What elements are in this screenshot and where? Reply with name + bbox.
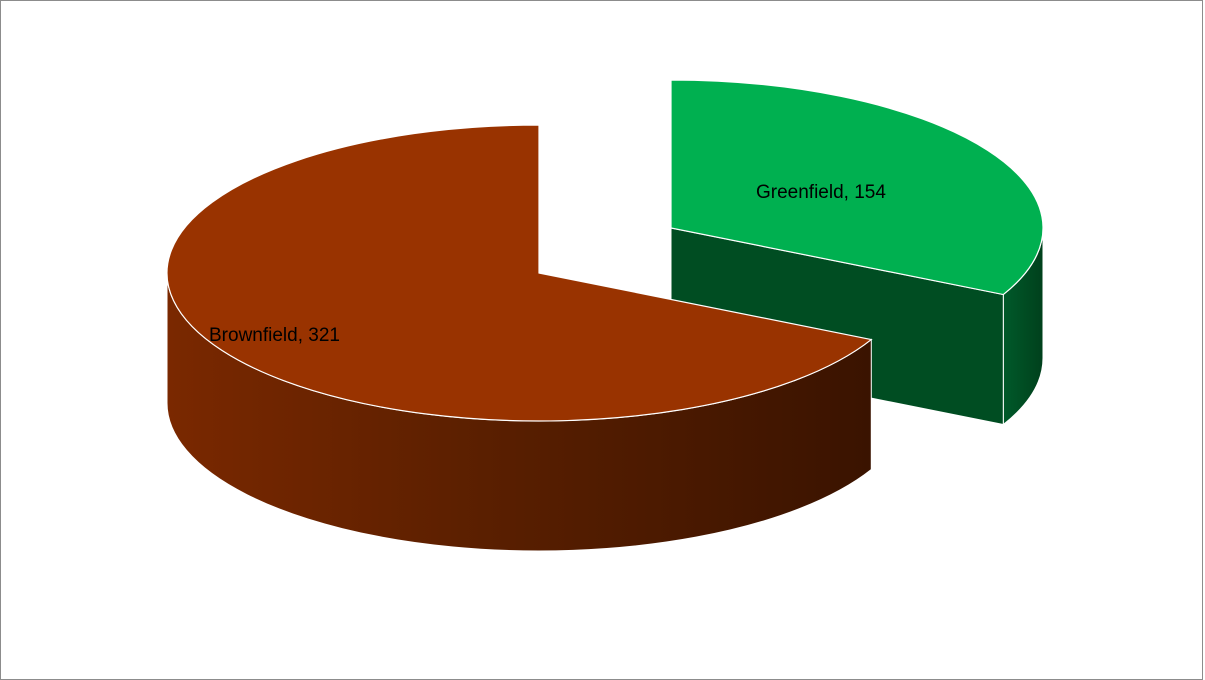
data-label-greenfield: Greenfield, 154: [756, 182, 886, 203]
pie-slice-greenfield: [670, 79, 1044, 426]
pie-slice-greenfield-top: [670, 79, 1044, 296]
pie-slice-brownfield: [166, 124, 873, 552]
pie-slice-brownfield-top: [166, 124, 873, 422]
data-label-brownfield: Brownfield, 321: [209, 325, 340, 346]
